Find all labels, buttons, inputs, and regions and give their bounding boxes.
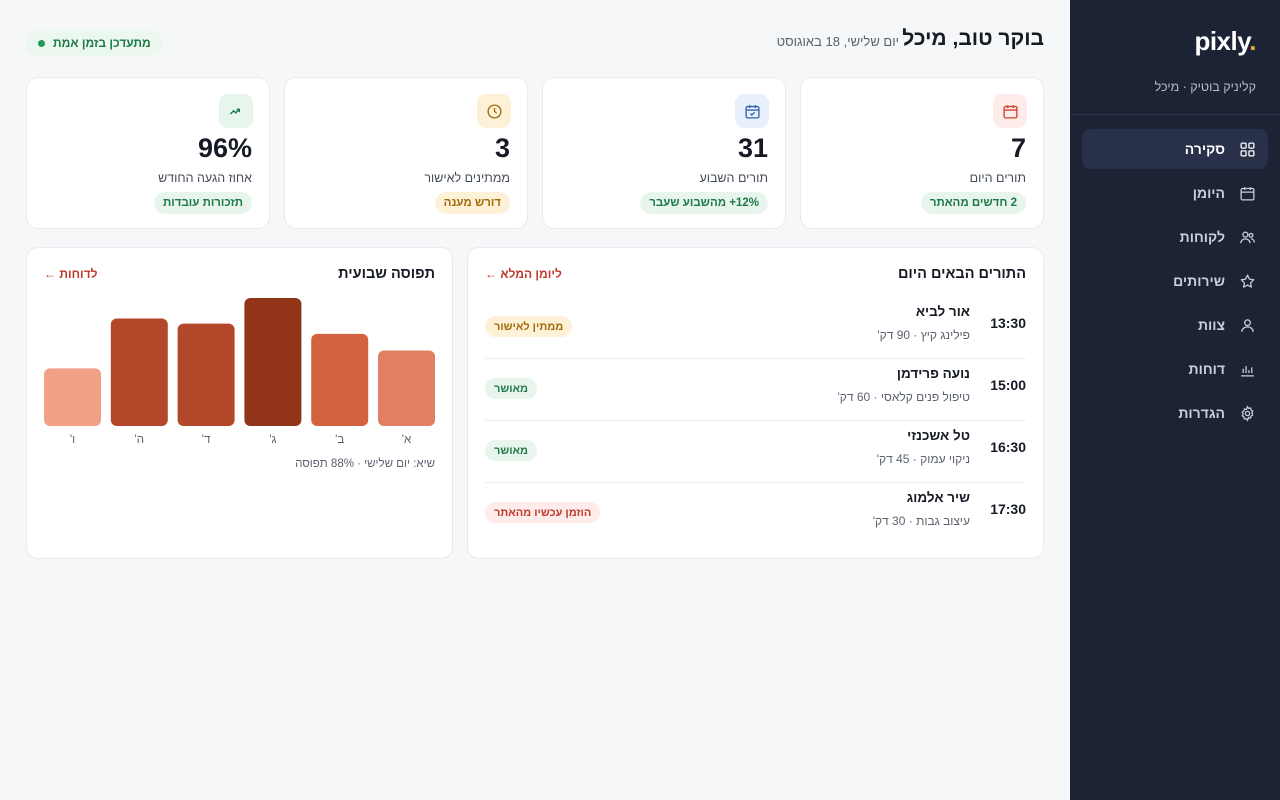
sidebar-item-settings[interactable]: הגדרות	[1082, 393, 1268, 433]
calendar-icon	[993, 94, 1027, 128]
chart-bar	[244, 298, 302, 426]
logo[interactable]: pixly.	[1194, 26, 1256, 57]
chart-peak-note: שיא: יום שלישי · 88% תפוסה	[295, 458, 435, 470]
stat-label: ממתינים לאישור	[424, 171, 510, 185]
stat-label: תורים היום	[969, 171, 1026, 185]
clock-icon	[477, 94, 511, 128]
appointment-row[interactable]: 15:00 נועה פרידמן טיפול פנים קלאסי · 60 …	[485, 358, 1026, 420]
appointment-service: עיצוב גבות · 30 דק'	[872, 514, 970, 528]
live-dot-icon	[38, 39, 45, 47]
status-badge: מאושר	[485, 378, 538, 399]
appointment-service: פילינג קיץ · 90 דק'	[877, 328, 970, 342]
stat-label: אחוז הגעה החודש	[158, 171, 252, 185]
sidebar-item-label: צוות	[1197, 317, 1225, 333]
live-label: מתעדכן בזמן אמת	[53, 36, 151, 50]
sidebar-item-team[interactable]: צוות	[1082, 305, 1268, 345]
calendar-icon	[1240, 186, 1255, 201]
stat-badge: ‎+12%‎ מהשבוע שעבר	[640, 192, 768, 214]
current-date: יום שלישי, 18 באוגוסט	[776, 34, 899, 49]
appointment-service: טיפול פנים קלאסי · 60 דק'	[837, 390, 970, 404]
sidebar-divider	[1070, 114, 1280, 115]
chart-bar	[44, 368, 101, 426]
panel-title: התורים הבאים היום	[897, 266, 1026, 282]
sidebar-item-clients[interactable]: לקוחות	[1082, 217, 1268, 257]
appointment-row[interactable]: 16:30 טל אשכנזי ניקוי עמוק · 45 דק' מאוש…	[485, 420, 1026, 482]
appointment-time: 15:00	[990, 377, 1026, 393]
logo-text: pixly	[1194, 26, 1250, 56]
sidebar-item-label: סקירה	[1184, 141, 1225, 157]
stat-value: 7	[1010, 133, 1026, 163]
status-badge: ממתין לאישור	[485, 316, 573, 337]
panel-title: תפוסה שבועית	[338, 266, 435, 282]
stat-card-pending[interactable]: 3 ממתינים לאישור דורש מענה	[284, 77, 528, 229]
stat-card-today[interactable]: 7 תורים היום 2 חדשים מהאתר	[800, 77, 1044, 229]
stat-value: 96%	[197, 133, 252, 163]
status-badge: מאושר	[485, 440, 538, 461]
logo-dot: .	[1249, 26, 1256, 56]
chart-bar	[177, 323, 235, 426]
chart-tick-label: ד'	[202, 434, 211, 446]
sidebar-item-label: היומן	[1192, 185, 1225, 201]
stat-card-arrival-rate[interactable]: 96% אחוז הגעה החודש תזכורות עובדות	[26, 77, 270, 229]
chart-tick-label: ב'	[335, 434, 344, 446]
stat-badge: 2 חדשים מהאתר	[920, 192, 1026, 214]
appointment-client: נועה פרידמן	[896, 366, 970, 381]
stat-card-week[interactable]: 31 תורים השבוע ‎+12%‎ מהשבוע שעבר	[542, 77, 786, 229]
clinic-name: קליניק בוטיק · מיכל	[1154, 80, 1256, 94]
appointment-client: אור לביא	[915, 304, 970, 319]
row-divider	[485, 358, 1026, 359]
stat-badge: תזכורות עובדות	[154, 192, 252, 214]
full-calendar-link[interactable]: ליומן המלא ←	[485, 267, 562, 281]
appointment-client: שיר אלמוג	[906, 490, 970, 505]
chart-bar	[378, 350, 435, 426]
sidebar-nav: סקירה היומן לקוחות שירותים צוות דוחות הג…	[1082, 129, 1268, 437]
grid-icon	[1240, 141, 1255, 157]
chart-tick-label: ו'	[70, 434, 75, 446]
live-status-badge: מתעדכן בזמן אמת	[26, 30, 163, 56]
appointment-service: ניקוי עמוק · 45 דק'	[876, 452, 970, 466]
sidebar-item-label: דוחות	[1188, 361, 1225, 377]
occupancy-bar-chart: א' ב' ג' ד' ה' ו'	[44, 298, 435, 446]
chart-tick-label: ה'	[135, 434, 144, 446]
appointment-time: 13:30	[990, 315, 1026, 331]
user-icon	[1241, 318, 1254, 332]
row-divider	[485, 420, 1026, 421]
page-title: בוקר טוב, מיכל	[902, 27, 1044, 50]
appointment-row[interactable]: 17:30 שיר אלמוג עיצוב גבות · 30 דק' הוזמ…	[485, 482, 1026, 544]
star-icon	[1240, 273, 1255, 288]
stat-label: תורים השבוע	[699, 171, 768, 185]
bar-chart-icon	[1241, 365, 1254, 377]
sidebar-item-services[interactable]: שירותים	[1082, 261, 1268, 301]
appointment-time: 17:30	[990, 501, 1026, 517]
appointment-client: טל אשכנזי	[907, 428, 970, 443]
sidebar-item-label: לקוחות	[1179, 229, 1225, 245]
sidebar-item-reports[interactable]: דוחות	[1082, 349, 1268, 389]
sidebar-item-overview[interactable]: סקירה	[1082, 129, 1268, 169]
calendar-check-icon	[735, 94, 769, 128]
stat-badge: דורש מענה	[434, 192, 510, 214]
users-icon	[1240, 231, 1255, 243]
chart-tick-label: א'	[402, 434, 412, 446]
gear-icon	[1241, 404, 1254, 422]
trend-icon	[219, 94, 253, 128]
chart-bar	[110, 318, 168, 426]
sidebar-item-label: שירותים	[1173, 273, 1225, 289]
appointment-row[interactable]: 13:30 אור לביא פילינג קיץ · 90 דק' ממתין…	[485, 296, 1026, 358]
reports-link[interactable]: לדוחות ←	[44, 267, 98, 281]
stat-value: 31	[737, 133, 768, 163]
sidebar: pixly. קליניק בוטיק · מיכל סקירה היומן ל…	[1070, 0, 1280, 800]
sidebar-item-label: הגדרות	[1178, 405, 1225, 421]
appointment-time: 16:30	[990, 439, 1026, 455]
sidebar-item-calendar[interactable]: היומן	[1082, 173, 1268, 213]
status-badge: הוזמן עכשיו מהאתר	[485, 502, 601, 523]
stat-value: 3	[494, 133, 510, 163]
weekly-occupancy-panel: תפוסה שבועית לדוחות ← א' ב' ג' ד' ה' ו' שיא: …	[26, 247, 453, 559]
row-divider	[485, 482, 1026, 483]
chart-tick-label: ג'	[269, 434, 276, 446]
upcoming-appointments-panel: התורים הבאים היום ליומן המלא ← 13:30 אור…	[467, 247, 1044, 559]
chart-bar	[311, 333, 369, 426]
